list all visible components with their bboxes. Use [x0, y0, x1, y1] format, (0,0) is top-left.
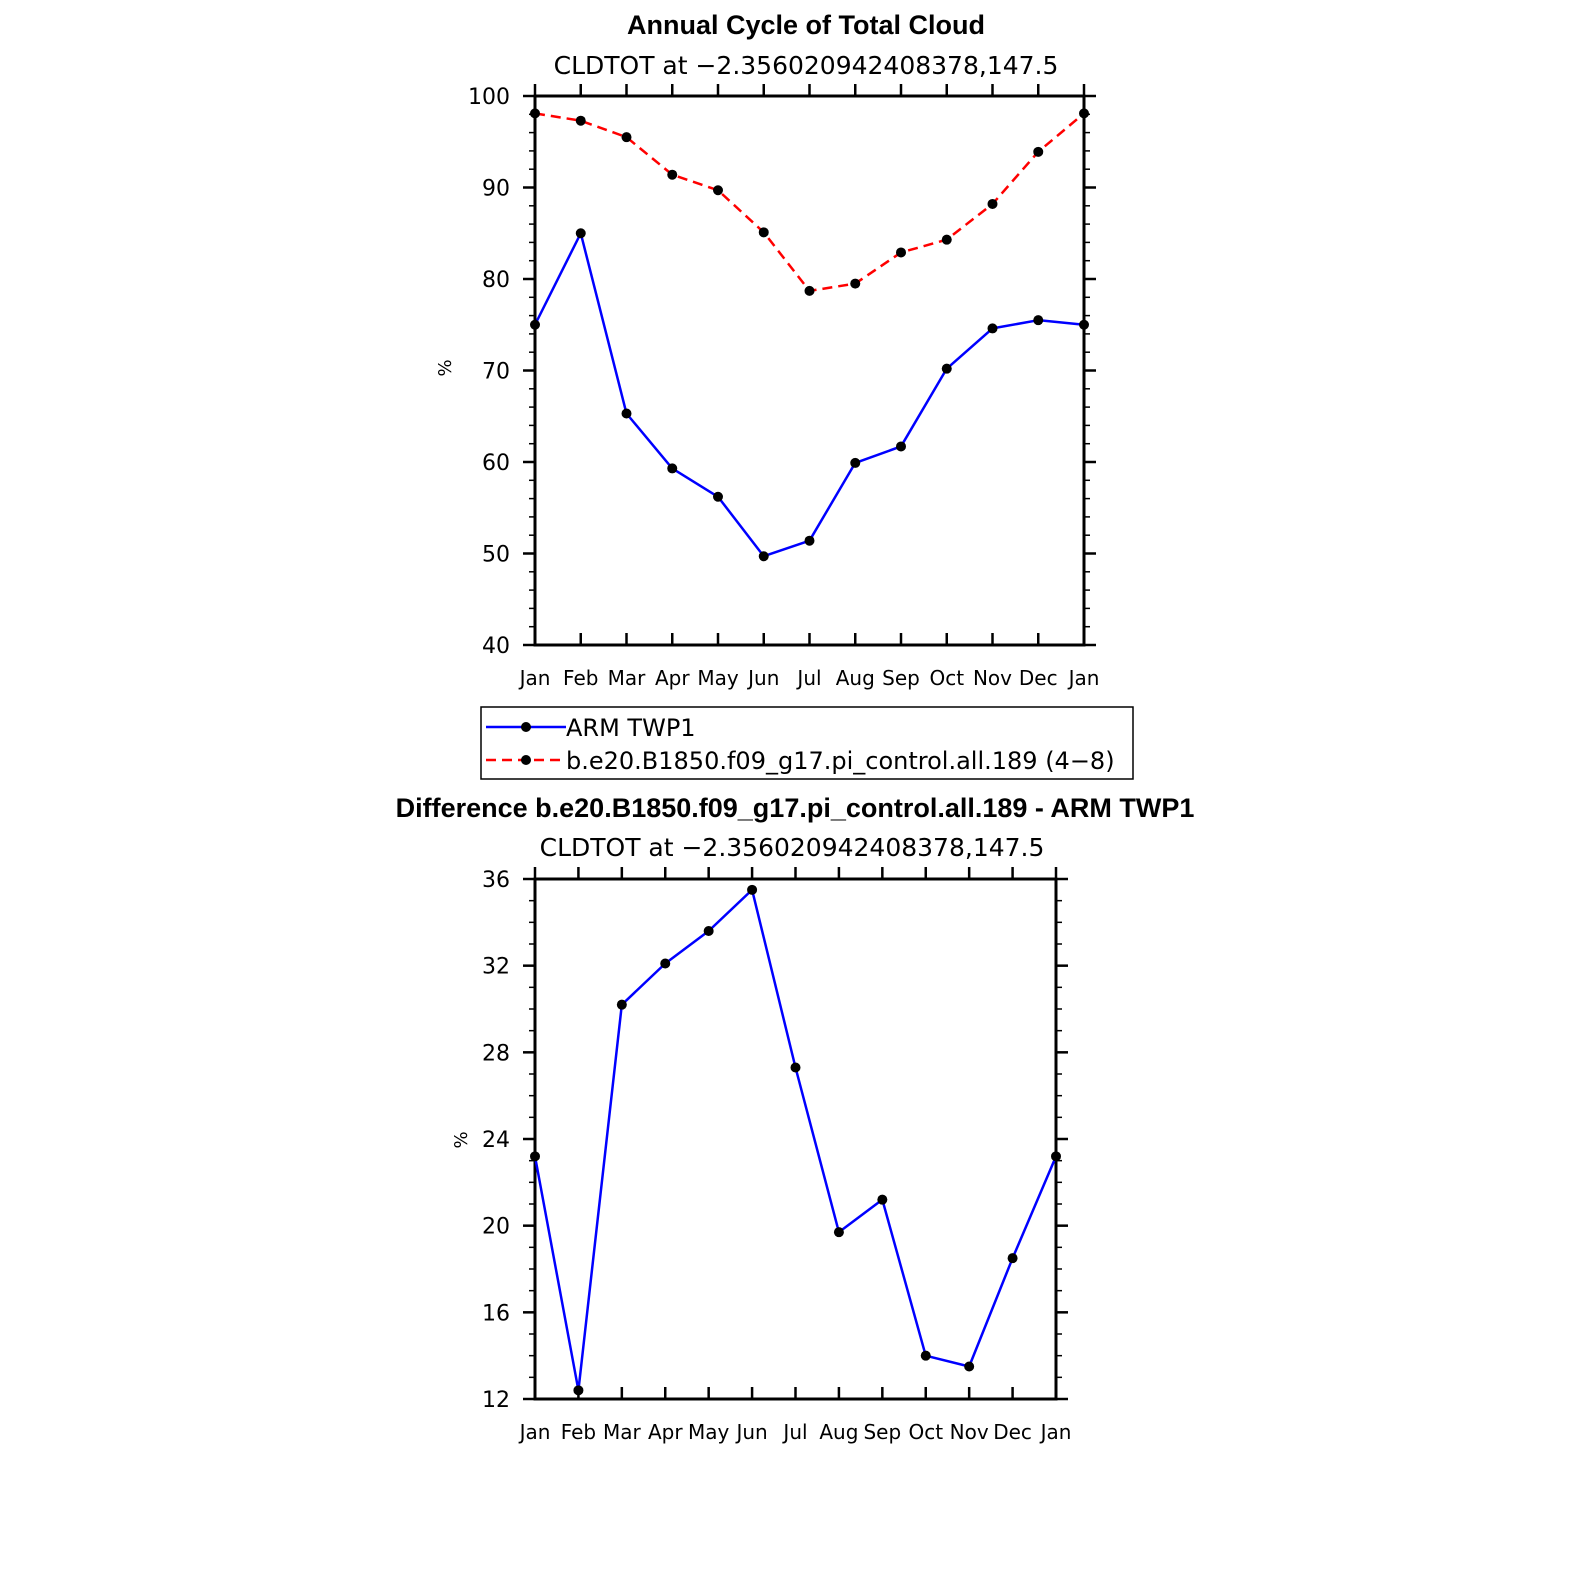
data-point	[747, 884, 758, 895]
data-point	[1079, 108, 1089, 119]
legend-label-model: b.e20.B1850.f09_g17.pi_control.all.189 (…	[566, 747, 1115, 775]
data-point	[850, 278, 861, 289]
x-tick-label: Apr	[648, 1420, 683, 1444]
y-tick-label: 50	[482, 543, 510, 568]
data-point	[575, 228, 586, 239]
data-point	[941, 234, 952, 245]
data-point	[758, 227, 769, 238]
x-tick-label: Jan	[1067, 666, 1100, 690]
chart-subtitle: CLDTOT at −2.356020942408378,147.5	[554, 51, 1059, 80]
data-point	[896, 247, 906, 258]
data-point	[920, 1350, 931, 1361]
difference-y-axis-label: %	[451, 1131, 472, 1148]
y-tick-label: 60	[482, 451, 510, 476]
y-tick-label: 70	[482, 360, 510, 385]
x-tick-label: May	[697, 666, 739, 690]
difference-panel: Difference b.e20.B1850.f09_g17.pi_contro…	[396, 793, 1195, 1444]
data-point	[758, 551, 769, 562]
legend-marker-arm	[521, 722, 531, 732]
y-tick-label: 36	[482, 868, 510, 893]
data-point	[1033, 315, 1044, 326]
x-tick-label: Nov	[973, 666, 1012, 690]
x-tick-label: Sep	[882, 666, 920, 690]
data-point	[713, 491, 723, 502]
data-point	[941, 363, 952, 374]
data-point	[530, 319, 540, 330]
x-tick-label: Feb	[563, 666, 598, 690]
y-tick-label: 28	[482, 1041, 510, 1066]
data-point	[573, 1385, 584, 1396]
x-tick-label: Aug	[819, 1420, 858, 1444]
annual-cycle-panel: Annual Cycle of Total Cloud CLDTOT at −2…	[435, 10, 1099, 690]
data-point	[621, 132, 632, 143]
y-tick-label: 24	[482, 1128, 510, 1153]
difference-title: Difference b.e20.B1850.f09_g17.pi_contro…	[396, 793, 1195, 823]
legend-label-arm: ARM TWP1	[566, 714, 696, 742]
difference-subtitle: CLDTOT at −2.356020942408378,147.5	[540, 833, 1045, 862]
x-tick-label: Mar	[608, 666, 647, 690]
x-tick-label: Jan	[1039, 1420, 1072, 1444]
data-point	[987, 323, 998, 334]
data-point	[896, 441, 906, 452]
data-point	[790, 1062, 801, 1073]
x-tick-label: Oct	[908, 1420, 943, 1444]
x-tick-label: Jan	[518, 1420, 551, 1444]
y-tick-label: 90	[482, 177, 510, 202]
x-tick-label: Jun	[734, 1420, 767, 1444]
data-point	[987, 198, 998, 209]
y-tick-label: 40	[482, 634, 510, 659]
x-tick-label: Aug	[836, 666, 875, 690]
data-point	[530, 1151, 540, 1162]
x-tick-label: Jun	[746, 666, 779, 690]
x-tick-label: Jul	[795, 666, 821, 690]
data-point	[1079, 319, 1089, 330]
data-point	[833, 1227, 844, 1238]
x-tick-label: Mar	[603, 1420, 642, 1444]
data-point	[804, 285, 815, 296]
data-point	[667, 169, 678, 180]
data-point	[667, 463, 678, 474]
data-point	[530, 108, 540, 119]
chart-title: Annual Cycle of Total Cloud	[627, 10, 985, 40]
data-point	[850, 457, 861, 468]
legend-box	[480, 706, 1134, 780]
x-tick-label: Dec	[1019, 666, 1058, 690]
legend: ARM TWP1 b.e20.B1850.f09_g17.pi_control.…	[480, 706, 1134, 780]
x-tick-label: Dec	[993, 1420, 1032, 1444]
x-tick-label: Jan	[518, 666, 551, 690]
data-point	[1051, 1151, 1061, 1162]
data-point	[964, 1361, 975, 1372]
x-tick-label: Jul	[781, 1420, 807, 1444]
data-point	[703, 926, 714, 936]
x-tick-label: Feb	[561, 1420, 596, 1444]
y-tick-label: 20	[482, 1215, 510, 1240]
x-tick-label: Oct	[929, 666, 964, 690]
data-point	[1033, 146, 1044, 157]
x-tick-label: May	[688, 1420, 730, 1444]
data-point	[1007, 1253, 1018, 1264]
data-point	[804, 535, 815, 546]
data-point	[713, 185, 723, 196]
data-point	[660, 958, 671, 969]
y-axis-label: %	[435, 359, 456, 376]
x-tick-label: Sep	[863, 1420, 901, 1444]
y-tick-label: 32	[482, 955, 510, 980]
y-tick-label: 80	[482, 268, 510, 293]
y-tick-label: 16	[482, 1301, 510, 1326]
y-tick-label: 12	[482, 1388, 510, 1413]
x-tick-label: Apr	[655, 666, 690, 690]
data-point	[621, 408, 632, 419]
y-tick-label: 100	[468, 85, 510, 110]
data-point	[575, 115, 586, 126]
data-point	[877, 1194, 888, 1205]
data-point	[616, 999, 627, 1010]
legend-marker-model	[521, 755, 531, 765]
x-tick-label: Nov	[950, 1420, 989, 1444]
